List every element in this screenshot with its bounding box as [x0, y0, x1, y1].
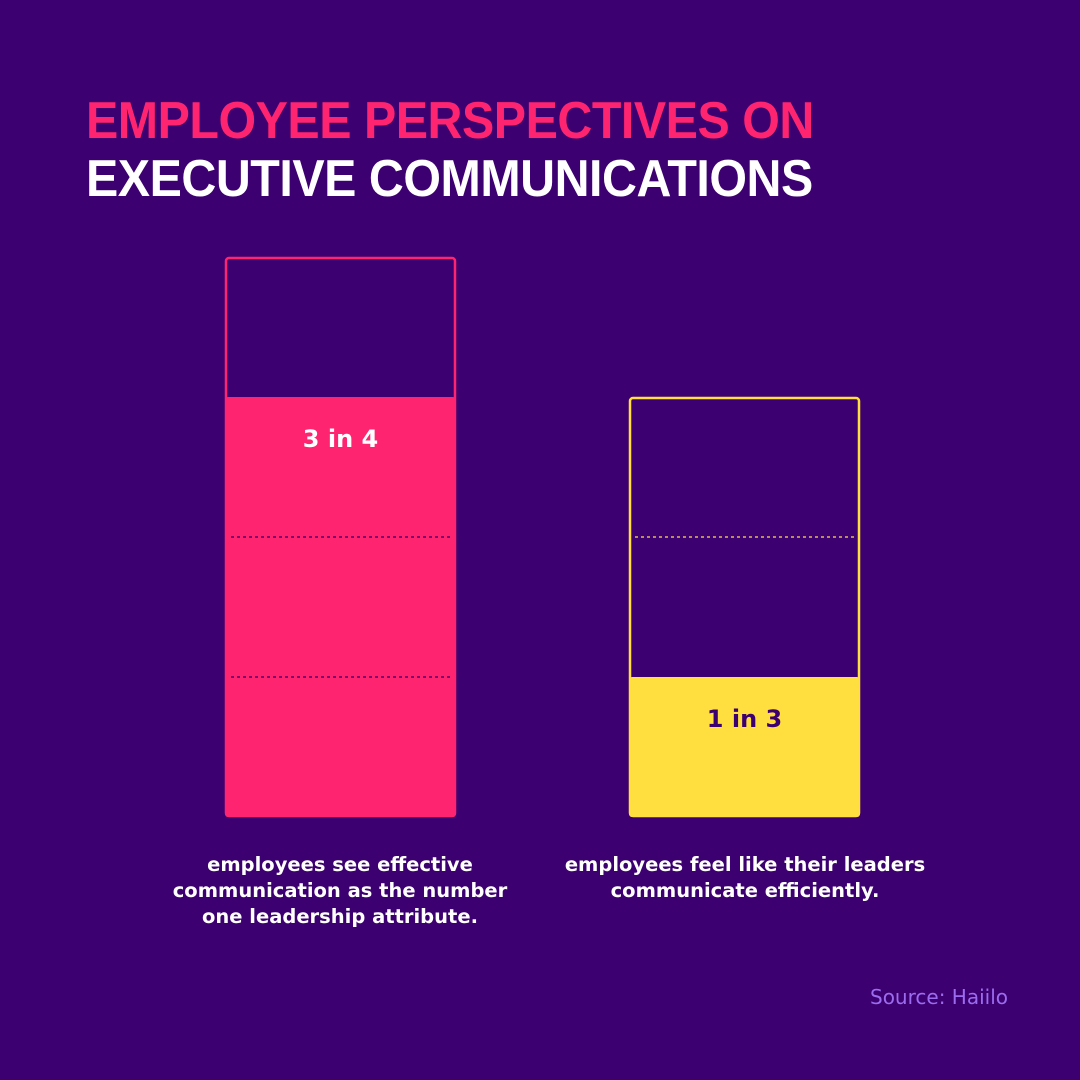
bar-1-fill	[225, 397, 456, 817]
bar-1-value-label: 3 in 4	[303, 425, 378, 453]
bar-1-outline	[224, 256, 457, 818]
bar-2-outline	[628, 396, 861, 818]
source-credit: Source: Haiilo	[870, 985, 1008, 1009]
bar-caption-1: employees see effective communication as…	[172, 853, 508, 928]
title-line-highlight: EMPLOYEE PERSPECTIVES ON	[86, 92, 814, 150]
bar-2-value-label: 1 in 3	[707, 705, 782, 733]
title-line-main: EXECUTIVE COMMUNICATIONS	[86, 150, 813, 208]
bar-2-fill	[629, 677, 860, 817]
bar-caption-2: employees feel like their leaders commun…	[564, 853, 926, 902]
chart-title: EMPLOYEE PERSPECTIVES ON EXECUTIVE COMMU…	[86, 92, 814, 208]
